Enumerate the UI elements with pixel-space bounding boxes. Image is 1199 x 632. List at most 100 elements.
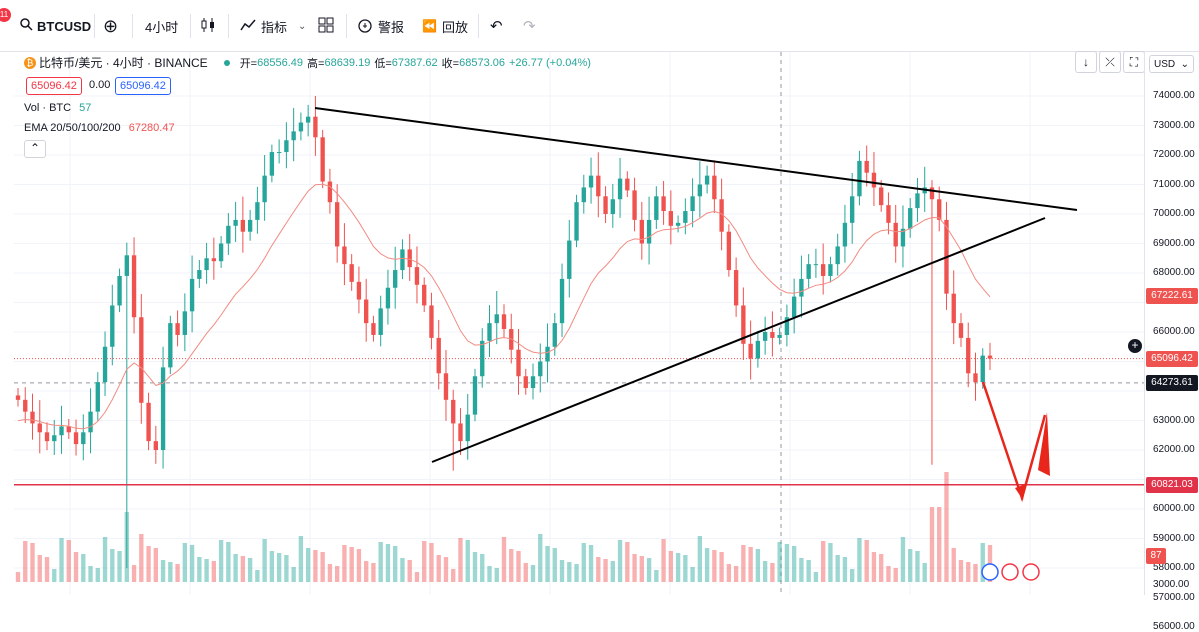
last-price-tag: 65096.42 — [1146, 350, 1198, 367]
volume-bar — [291, 567, 296, 582]
indicators-icon — [240, 18, 256, 35]
compare-symbol-button[interactable]: ⊕ — [103, 14, 118, 38]
price-tick: 66000.00 — [1153, 326, 1195, 337]
volume-bar — [117, 551, 122, 582]
candle-body — [313, 116, 318, 138]
candle-body — [610, 199, 615, 214]
undo-icon: ↶ — [490, 18, 503, 35]
volume-bar — [842, 557, 848, 582]
alert-button[interactable]: 警报 — [357, 14, 404, 38]
candle-body — [625, 178, 630, 191]
volume-bar — [269, 551, 275, 582]
candle-body — [617, 178, 623, 200]
ema-legend: EMA 20/50/100/200 67280.47 — [24, 122, 175, 134]
candle-body — [501, 314, 507, 330]
replay-button[interactable]: ⏪ 回放 — [422, 14, 468, 38]
redo-button[interactable]: ↷ — [523, 14, 536, 38]
fullscreen-button[interactable]: ⛶ — [1123, 51, 1145, 73]
candle-body — [530, 376, 536, 389]
candle-body — [364, 299, 369, 324]
sell-price-button[interactable]: 65096.42 — [26, 77, 82, 95]
candle-body — [929, 187, 935, 200]
candle-body — [755, 340, 761, 359]
candle-body — [480, 340, 485, 377]
volume-bar — [668, 551, 674, 582]
interval-label: 4小时 — [145, 19, 179, 35]
volume-bar — [247, 558, 253, 582]
candle-body — [95, 382, 100, 412]
volume-bar — [226, 542, 231, 582]
volume-bar — [625, 542, 630, 582]
volume-bar — [820, 541, 826, 582]
candle-body — [828, 264, 833, 276]
candle-body — [661, 196, 666, 212]
chart-grid — [14, 52, 1144, 595]
scroll-down-button[interactable]: ↓ — [1075, 51, 1097, 73]
candle-body — [574, 202, 579, 241]
candle-body — [966, 337, 971, 374]
chevron-down-icon: ⌄ — [1180, 59, 1189, 70]
ema-value: 67280.47 — [128, 122, 175, 134]
volume-bar — [110, 549, 115, 582]
volume-bar — [958, 560, 964, 582]
volume-bar — [850, 569, 855, 582]
candle-body — [835, 246, 840, 265]
candle-body — [741, 305, 746, 344]
volume-bar — [886, 566, 891, 582]
volume-bar — [364, 561, 369, 582]
candle-body — [131, 255, 137, 318]
volume-bar — [342, 545, 347, 582]
volume-bar — [305, 548, 311, 582]
interval-button[interactable]: 4小时 — [145, 14, 178, 38]
spread-value: 0.00 — [89, 79, 111, 91]
event-icon — [1022, 563, 1040, 581]
candle-body — [820, 264, 826, 276]
volume-bar — [95, 568, 100, 582]
add-alert-icon[interactable]: + — [1128, 339, 1142, 353]
candle-body — [813, 264, 819, 266]
candlesticks — [15, 96, 993, 568]
volume-bar — [443, 557, 449, 582]
volume-bar — [922, 563, 927, 582]
volume-bar — [73, 552, 79, 582]
candle-body — [269, 152, 275, 176]
volume-bar — [755, 549, 761, 582]
candle-body — [777, 334, 782, 338]
layout-button[interactable] — [318, 14, 334, 38]
candle-body — [806, 264, 811, 279]
candle-body — [748, 343, 753, 359]
volume-bar — [864, 540, 869, 582]
candle-body — [675, 222, 681, 226]
price-tick: 63000.00 — [1153, 414, 1195, 426]
volume-bar — [603, 559, 608, 582]
price-axis[interactable]: USD ⌄ 74000.00 73000.00 72000.00 71000.00 70… — [1144, 52, 1199, 632]
undo-button[interactable]: ↶ — [490, 14, 503, 38]
chart-type-button[interactable] — [200, 14, 216, 38]
volume-bar — [407, 560, 412, 582]
volume-bar — [900, 537, 906, 582]
buy-price-button[interactable]: 65096.42 — [115, 77, 171, 95]
crosshair-price-tag: 64273.61 — [1146, 374, 1198, 391]
candle-body — [378, 308, 383, 335]
collapse-legend-button[interactable]: ⌃ — [24, 140, 46, 158]
candle-body — [414, 267, 420, 285]
currency-selector[interactable]: USD ⌄ — [1149, 55, 1194, 73]
volume-bar — [422, 541, 427, 582]
candle-body — [102, 346, 108, 383]
volume-bar — [741, 545, 746, 582]
volume-bar — [712, 550, 717, 582]
collapse-button[interactable]: ⤫ — [1099, 51, 1121, 73]
price-chart[interactable] — [0, 52, 1144, 595]
notification-badge[interactable]: 11 — [0, 8, 11, 22]
price-tick: 59000.00 — [1153, 532, 1195, 544]
volume-bar — [458, 538, 463, 582]
candle-body — [850, 196, 855, 223]
symbol-search-button[interactable]: BTCUSD — [20, 14, 91, 38]
indicators-dropdown[interactable]: ⌄ — [298, 14, 306, 38]
volume-bar — [632, 554, 637, 582]
candle-body — [900, 228, 906, 247]
indicators-button[interactable]: 指标 — [240, 14, 287, 38]
volume-bar — [349, 547, 354, 582]
candle-body — [153, 441, 158, 450]
volume-bar — [966, 562, 971, 582]
